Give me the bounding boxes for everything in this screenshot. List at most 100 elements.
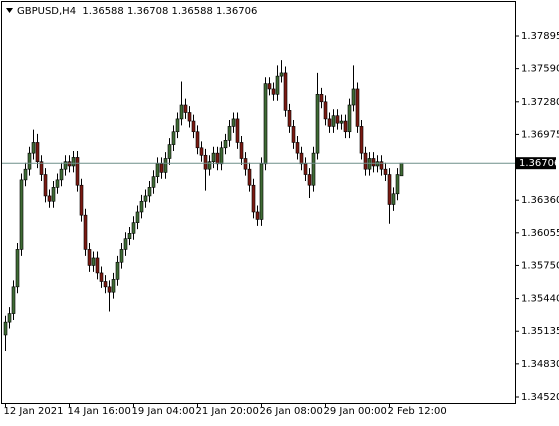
candle-body xyxy=(347,104,352,133)
candle-body xyxy=(23,168,28,181)
candle-body xyxy=(307,174,312,186)
x-tick-label: 21 Jan 20:00 xyxy=(196,406,259,417)
current-price-label: 1.36706 xyxy=(519,158,559,169)
candle-body xyxy=(163,158,168,173)
candle-body xyxy=(247,168,252,186)
candle-body xyxy=(235,118,240,143)
candle-body xyxy=(327,118,332,127)
candle-body xyxy=(271,88,276,95)
y-tick-label: 1.36360 xyxy=(521,195,559,206)
candle-body xyxy=(11,286,16,314)
candle-body xyxy=(31,142,36,154)
candle-body xyxy=(43,174,48,197)
candle-body xyxy=(291,126,296,143)
candle-body xyxy=(143,195,148,202)
y-tick-label: 1.34830 xyxy=(521,359,559,370)
candle-body xyxy=(299,152,304,165)
candle-body xyxy=(343,120,348,133)
candle-body xyxy=(383,168,388,175)
y-tick-label: 1.36055 xyxy=(521,228,559,239)
x-tick-label: 14 Jan 16:00 xyxy=(68,406,131,417)
x-tick-label: 29 Jan 00:00 xyxy=(324,406,387,417)
candle-body xyxy=(147,187,152,197)
candle-body xyxy=(123,238,128,250)
y-tick-label: 1.35750 xyxy=(521,260,559,271)
candle-body xyxy=(279,72,284,77)
candle-body xyxy=(395,174,400,195)
candle-body xyxy=(75,157,80,186)
candle-body xyxy=(219,147,224,165)
candle-body xyxy=(267,83,272,90)
candle-body xyxy=(39,161,44,175)
candle-body xyxy=(387,174,392,205)
candle-body xyxy=(95,257,100,274)
candle-body xyxy=(259,163,264,220)
candle-body xyxy=(323,101,328,120)
candle-body xyxy=(107,286,112,293)
y-tick-label: 1.35135 xyxy=(521,326,559,337)
candle-body xyxy=(115,261,120,280)
candle-body xyxy=(303,163,308,175)
candle-body xyxy=(63,161,68,170)
x-tick-label: 12 Jan 2021 xyxy=(4,406,64,417)
candle-body xyxy=(311,152,316,186)
candle-body xyxy=(283,72,288,111)
candle-body xyxy=(211,152,216,162)
candle-body xyxy=(355,88,360,127)
candle-body xyxy=(375,161,380,167)
chart-title: GBPUSD,H4 1.36588 1.36708 1.36588 1.3670… xyxy=(17,6,257,17)
y-tick-label: 1.34520 xyxy=(521,392,559,403)
candle-body xyxy=(331,115,336,127)
x-tick-label: 2 Feb 12:00 xyxy=(388,406,447,417)
candle-body xyxy=(227,126,232,141)
candle-body xyxy=(91,257,96,266)
candle-body xyxy=(315,94,320,154)
candle-body xyxy=(371,158,376,167)
candle-body xyxy=(139,200,144,213)
candle-body xyxy=(239,142,244,159)
candle-body xyxy=(243,158,248,170)
menu-arrow[interactable] xyxy=(6,8,13,13)
candle-body xyxy=(27,152,32,170)
candle-body xyxy=(15,249,20,288)
candle-body xyxy=(131,222,136,234)
candle-body xyxy=(7,313,12,323)
candle-body xyxy=(339,120,344,124)
candle-body xyxy=(215,152,220,165)
candle-body xyxy=(155,163,160,177)
candle-body xyxy=(287,110,292,127)
candle-body xyxy=(251,184,256,213)
candle-body xyxy=(191,120,196,133)
y-tick-label: 1.35440 xyxy=(521,294,559,305)
x-tick-label: 26 Jan 08:00 xyxy=(260,406,323,417)
y-tick-label: 1.37280 xyxy=(521,97,559,108)
candle-body xyxy=(135,211,140,223)
candle-body xyxy=(367,158,372,170)
candle-body xyxy=(51,187,56,202)
plot-frame xyxy=(1,1,516,404)
candle-body xyxy=(255,211,260,220)
candle-body xyxy=(103,281,108,288)
candle-body xyxy=(359,126,364,154)
y-tick-label: 1.37895 xyxy=(521,31,559,42)
candle-body xyxy=(79,184,84,216)
candle-body xyxy=(71,157,76,167)
candle-body xyxy=(207,161,212,170)
candle-body xyxy=(275,75,280,95)
candle-body xyxy=(67,161,72,167)
candle-body xyxy=(47,195,52,202)
candle-body xyxy=(391,193,396,205)
candle-body xyxy=(35,142,40,162)
candle-body xyxy=(111,279,116,293)
candle-body xyxy=(187,112,192,122)
candle-body xyxy=(3,321,8,336)
candle-body xyxy=(167,144,172,159)
candle-body xyxy=(83,214,88,250)
candle-body xyxy=(319,94,324,103)
candle-body xyxy=(295,142,300,154)
candle-body xyxy=(199,147,204,156)
x-tick-label: 19 Jan 04:00 xyxy=(132,406,195,417)
candle-body xyxy=(379,161,384,170)
current-price-box xyxy=(516,157,556,170)
candle-body xyxy=(175,118,180,133)
